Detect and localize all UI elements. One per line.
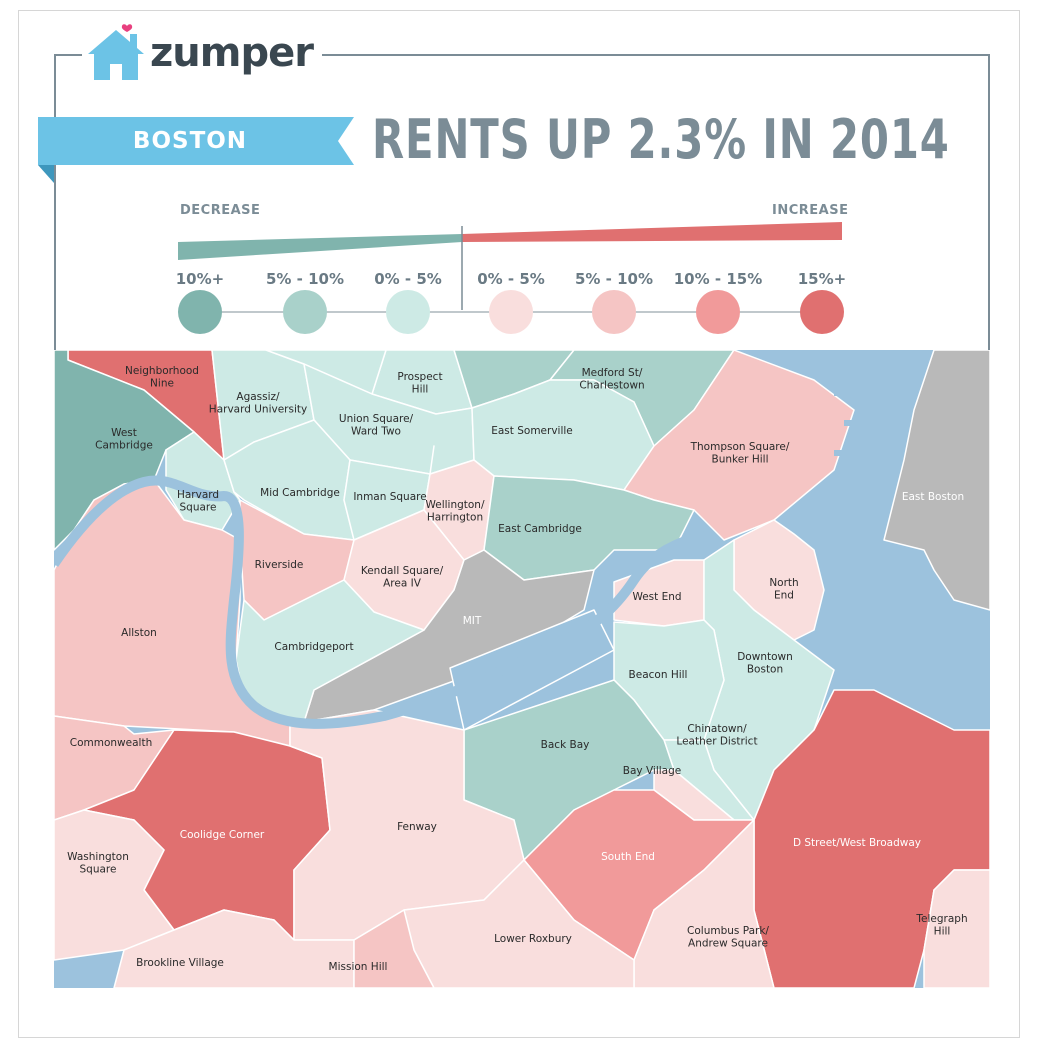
label-bay-village: Bay Village: [623, 765, 681, 777]
region-brookline-village: [113, 909, 355, 988]
label-neighborhood-nine: Neighborhood Nine: [125, 365, 199, 390]
legend-decrease-wedge: [178, 234, 462, 260]
legend-swatch-2: [386, 290, 430, 334]
label-union-square-ward-two: Union Square/Ward Two: [339, 413, 414, 438]
label-lower-roxbury: Lower Roxbury: [494, 933, 572, 945]
label-harvard-square: Harvard Square: [177, 489, 219, 514]
label-kendall-square-area-iv: Kendall Square/Area IV: [361, 565, 444, 590]
label-brookline-village: Brookline Village: [136, 957, 224, 969]
label-thompson-square-bunker-hill: Thompson Square/Bunker Hill: [690, 441, 790, 466]
legend-swatch-1: [283, 290, 327, 334]
label-inman-square: Inman Square: [353, 491, 426, 503]
label-fenway: Fenway: [397, 821, 437, 833]
label-d-street-west-broadway: D Street/West Broadway: [793, 837, 921, 849]
region-d-street: [753, 689, 990, 988]
label-west-cambridge: West Cambridge: [95, 427, 153, 452]
label-commonwealth: Commonwealth: [70, 737, 152, 749]
label-mit: MIT: [463, 615, 482, 627]
region-washington-square: [54, 809, 175, 961]
legend-increase-wedge: [462, 222, 842, 242]
region-telegraph-hill: [923, 869, 990, 988]
city-ribbon: [38, 117, 354, 183]
label-allston: Allston: [121, 627, 157, 639]
label-wellington-harrington: Wellington/Harrington: [425, 499, 484, 524]
region-columbus-park: [633, 819, 775, 988]
label-south-end: South End: [601, 851, 655, 863]
label-washington-square: Washington Square: [67, 851, 129, 876]
neighborhood-labels: Neighborhood Nine Agassiz/Harvard Universi…: [67, 365, 967, 973]
rent-change-map: Neighborhood Nine Agassiz/Harvard Universi…: [54, 350, 990, 988]
legend-swatch-0: [178, 290, 222, 334]
legend-swatch-3: [489, 290, 533, 334]
outer-frame: [18, 10, 1020, 1038]
label-coolidge-corner: Coolidge Corner: [180, 829, 265, 841]
label-mid-cambridge: Mid Cambridge: [260, 487, 340, 499]
label-chinatown-leather-district: Chinatown/Leather District: [676, 723, 757, 748]
label-prospect-hill: Prospect Hill: [397, 371, 442, 396]
legend-swatches: [178, 290, 844, 334]
label-medford-st-charlestown: Medford St/Charlestown: [579, 367, 644, 392]
charles-river: [54, 475, 706, 729]
legend-swatch-4: [592, 290, 636, 334]
label-riverside: Riverside: [255, 559, 304, 571]
legend-label-5: 10% - 15%: [673, 270, 763, 288]
legend-label-6: 15%+: [797, 270, 847, 288]
label-mission-hill: Mission Hill: [329, 961, 388, 973]
label-cambridgeport: Cambridgeport: [274, 641, 353, 653]
label-east-cambridge: East Cambridge: [498, 523, 582, 535]
label-east-boston: East Boston: [902, 491, 964, 503]
label-agassiz-harvard-university: Agassiz/Harvard University: [209, 391, 307, 416]
label-telegraph-hill: Telegraph Hill: [915, 913, 967, 938]
headline: RENTS UP 2.3% IN 2014: [372, 108, 950, 171]
legend-scale: [178, 222, 842, 313]
region-east-boston: [883, 350, 990, 611]
legend-increase-label: INCREASE: [772, 203, 849, 218]
legend-decrease-label: DECREASE: [180, 203, 261, 218]
brand-wordmark: zumper: [150, 30, 314, 76]
label-back-bay: Back Bay: [541, 739, 590, 751]
label-north-end: North End: [769, 577, 798, 602]
label-east-somerville: East Somerville: [491, 425, 573, 437]
label-west-end: West End: [632, 591, 681, 603]
legend-label-2: 0% - 5%: [374, 270, 442, 288]
legend-swatch-5: [696, 290, 740, 334]
legend-label-1: 5% - 10%: [265, 270, 345, 288]
region-thompson-square: [623, 350, 855, 541]
legend-swatch-6: [800, 290, 844, 334]
legend-label-3: 0% - 5%: [477, 270, 545, 288]
label-columbus-park-andrew-square: Columbus Park/Andrew Square: [687, 925, 769, 950]
city-label: BOSTON: [132, 128, 248, 154]
legend-label-0: 10%+: [175, 270, 225, 288]
legend-label-4: 5% - 10%: [574, 270, 654, 288]
region-mission-hill: [353, 909, 435, 988]
label-beacon-hill: Beacon Hill: [629, 669, 688, 681]
house-icon: [88, 24, 144, 80]
label-downtown-boston: Downtown Boston: [737, 651, 793, 676]
